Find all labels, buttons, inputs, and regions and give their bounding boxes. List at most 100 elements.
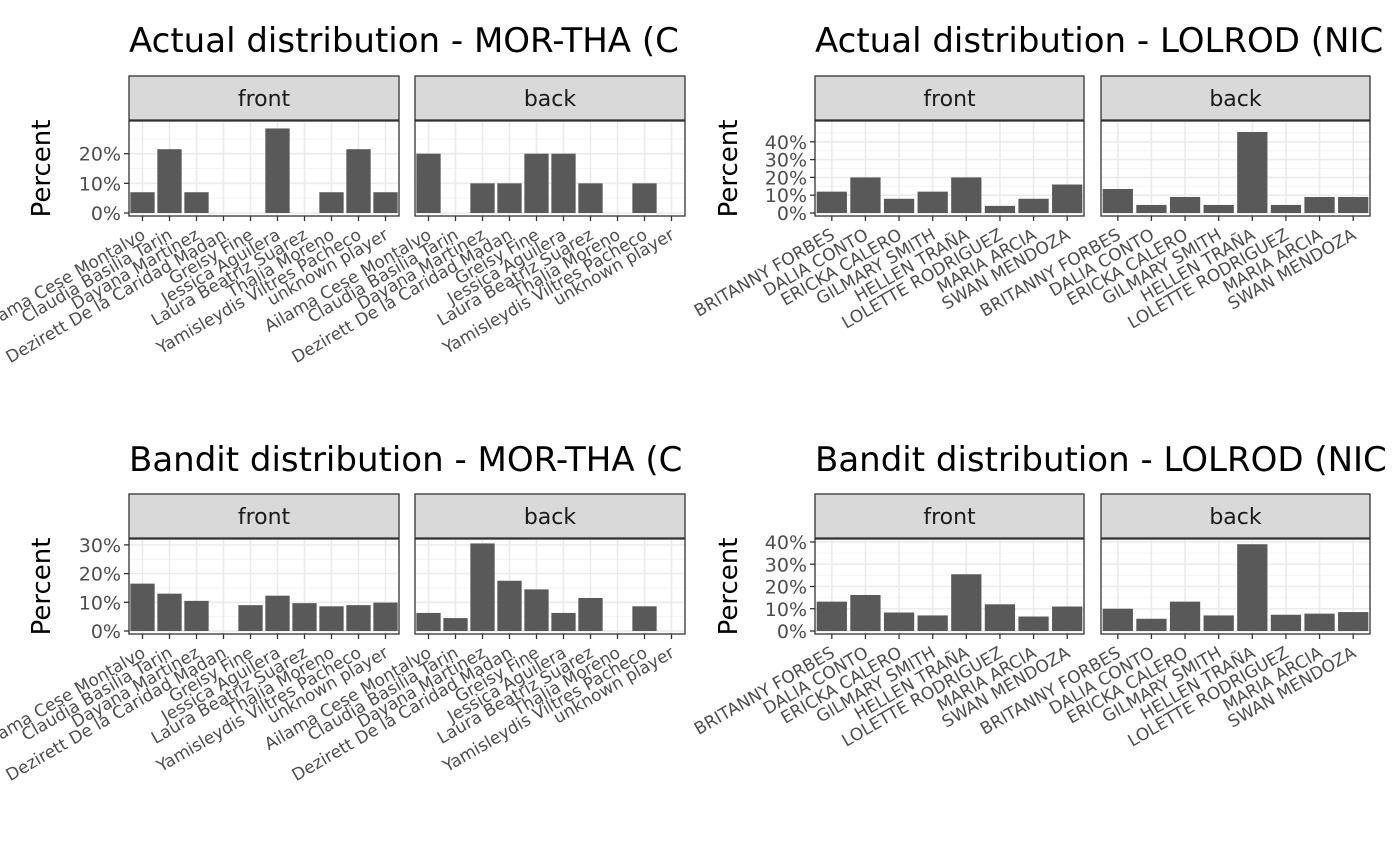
bar (1018, 616, 1049, 631)
panel-border (1100, 120, 1371, 217)
bar (632, 183, 657, 213)
bar (292, 603, 317, 631)
y-axis-label: Percent (714, 120, 744, 218)
y-tick-label: 0% (91, 203, 121, 225)
bar (1102, 608, 1133, 631)
chart-panel-2: Bandit distribution - MOR-THA (C Percent 0… (0, 440, 686, 786)
bar (850, 177, 881, 213)
facet-strip (414, 75, 686, 121)
y-tick-label: 40% (765, 132, 807, 154)
panel-border (814, 120, 1085, 217)
bar (373, 192, 398, 213)
bar (917, 191, 948, 213)
bar (130, 583, 155, 631)
y-tick-label: 20% (79, 144, 121, 166)
y-tick-label: 0% (91, 621, 121, 643)
panel-border (414, 538, 686, 635)
bar (1052, 184, 1083, 213)
panel-border (814, 538, 1085, 635)
bar (416, 153, 441, 213)
bar (984, 205, 1016, 213)
bar (497, 183, 522, 213)
bar (1136, 204, 1167, 213)
facet-strip-label: back (524, 505, 577, 530)
y-tick-label: 0% (777, 621, 807, 643)
panel-title: Bandit distribution - LOLROD (NIC (815, 440, 1387, 480)
bar (524, 153, 549, 213)
bar (816, 191, 847, 213)
facet-strip-label: front (238, 505, 291, 530)
bar (265, 595, 290, 631)
y-tick-label: 10% (765, 599, 807, 621)
y-tick-label: 20% (79, 564, 121, 586)
bar (497, 580, 522, 631)
bar (1338, 612, 1369, 631)
bar (157, 149, 182, 213)
facet-strip (814, 493, 1085, 539)
facet-strip (128, 493, 400, 539)
facet-strip (128, 75, 400, 121)
bar (184, 192, 209, 213)
bar (157, 593, 182, 631)
bar (184, 600, 209, 631)
bar (1136, 618, 1167, 631)
facet-strip-label: front (238, 87, 291, 112)
facet-strip-label: back (1209, 87, 1262, 112)
y-axis-label: Percent (27, 538, 57, 636)
bar (1203, 615, 1234, 631)
bar (917, 615, 948, 631)
facet-strip-label: back (524, 87, 577, 112)
bar (1203, 204, 1234, 213)
bar (130, 192, 155, 213)
bar (1169, 196, 1201, 213)
bar (1270, 204, 1302, 213)
bar (551, 612, 576, 631)
facet-strip-label: front (923, 87, 976, 112)
y-tick-label: 30% (79, 535, 121, 557)
bar (416, 612, 441, 631)
y-tick-label: 20% (765, 577, 807, 599)
bar (951, 177, 982, 213)
chart-panel-1: Actual distribution - LOLROD (NIC Percent… (691, 21, 1383, 333)
bar (238, 605, 263, 631)
bar (951, 574, 982, 631)
bar (470, 183, 495, 213)
bar (1237, 132, 1268, 213)
chart-panel-3: Bandit distribution - LOLROD (NIC Percent… (691, 440, 1387, 751)
bar (470, 543, 495, 631)
bar (319, 192, 344, 213)
y-axis-label: Percent (27, 120, 57, 218)
y-tick-label: 10% (79, 592, 121, 614)
bar (1102, 188, 1133, 213)
bar (265, 128, 290, 213)
bar (632, 606, 657, 631)
y-tick-label: 20% (765, 167, 807, 189)
y-tick-label: 40% (765, 532, 807, 554)
y-axis-label: Percent (714, 538, 744, 636)
bar (524, 589, 549, 631)
y-tick-label: 10% (765, 185, 807, 207)
y-tick-label: 30% (765, 554, 807, 576)
bar (578, 597, 603, 631)
bar (816, 601, 847, 631)
bar (373, 602, 398, 631)
bar (883, 612, 915, 631)
y-tick-label: 30% (765, 150, 807, 172)
bar (346, 605, 371, 631)
facet-strip (414, 493, 686, 539)
bar (346, 149, 371, 213)
panel-title: Actual distribution - MOR-THA (C (129, 21, 679, 61)
bar (1338, 196, 1369, 213)
panel-border (414, 120, 686, 217)
facet-strip (814, 75, 1085, 121)
facet-strip-label: front (923, 505, 976, 530)
facet-strip (1100, 493, 1371, 539)
bar (1304, 196, 1335, 213)
bar (1018, 198, 1049, 213)
bar (984, 604, 1016, 631)
facet-strip-label: back (1209, 505, 1262, 530)
bar (1304, 613, 1335, 631)
bar (551, 153, 576, 213)
bar (319, 606, 344, 631)
